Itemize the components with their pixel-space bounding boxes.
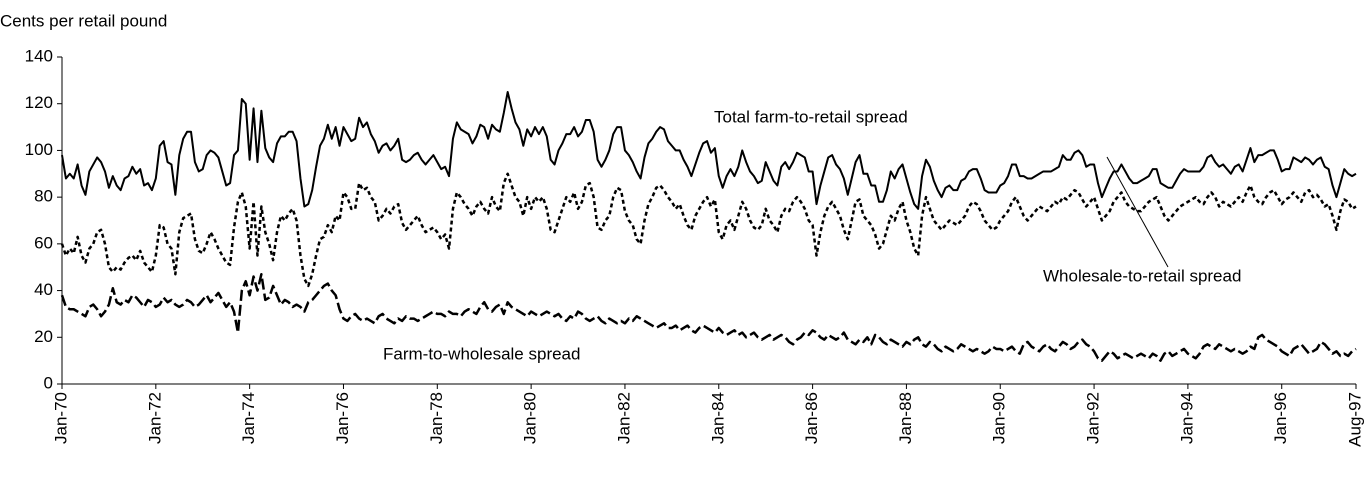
y-tick-label: 120 <box>25 93 53 112</box>
series-label: Farm-to-wholesale spread <box>383 344 580 363</box>
x-tick-label: Jan-94 <box>1177 392 1196 444</box>
x-tick-label: Jan-80 <box>521 392 540 444</box>
x-tick-label: Jan-70 <box>51 392 70 444</box>
x-tick-label: Jan-76 <box>333 392 352 444</box>
y-tick-label: 20 <box>34 327 53 346</box>
y-tick-label: 40 <box>34 280 53 299</box>
x-tick-label: Aug-97 <box>1345 392 1364 447</box>
x-tick-label: Jan-96 <box>1271 392 1290 444</box>
x-tick-label: Jan-90 <box>990 392 1009 444</box>
x-tick-label: Jan-74 <box>239 392 258 444</box>
x-tick-label: Jan-92 <box>1084 392 1103 444</box>
y-tick-label: 60 <box>34 233 53 252</box>
y-tick-label: 140 <box>25 46 53 65</box>
x-tick-label: Jan-72 <box>145 392 164 444</box>
y-axis-title: Cents per retail pound <box>0 11 167 30</box>
y-tick-label: 80 <box>34 187 53 206</box>
x-tick-label: Jan-86 <box>802 392 821 444</box>
series-line <box>60 272 1357 362</box>
x-tick-label: Jan-88 <box>896 392 915 444</box>
y-tick-label: 100 <box>25 140 53 159</box>
x-tick-label: Jan-78 <box>427 392 446 444</box>
series-line <box>61 91 1357 210</box>
series-label: Wholesale-to-retail spread <box>1043 266 1241 285</box>
series-line <box>60 172 1357 288</box>
x-tick-label: Jan-82 <box>614 392 633 444</box>
x-tick-label: Jan-84 <box>708 392 727 444</box>
series-label: Total farm-to-retail spread <box>714 107 908 126</box>
y-tick-label: 0 <box>44 373 53 392</box>
